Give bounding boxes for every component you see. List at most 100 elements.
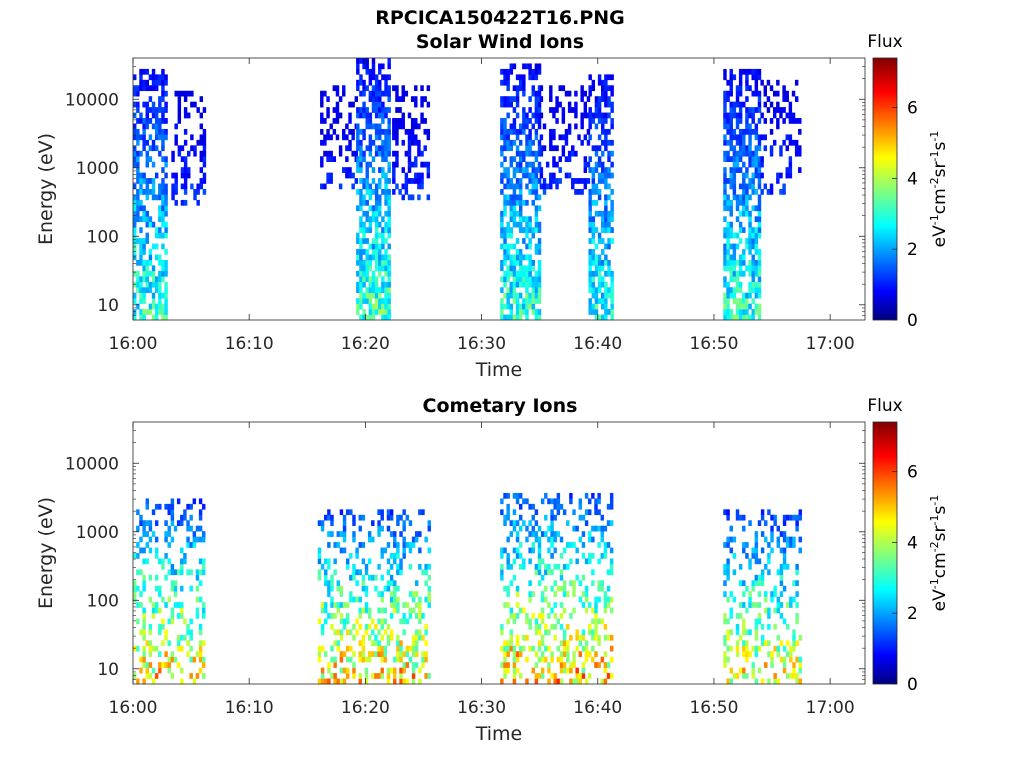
- spectrogram-cell: [387, 221, 391, 228]
- spectrogram-cell: [381, 232, 385, 239]
- spectrogram-cell: [330, 596, 334, 603]
- spectrogram-cell: [518, 563, 523, 570]
- spectrogram-cell: [754, 90, 759, 97]
- spectrogram-cell: [161, 194, 165, 201]
- spectrogram-cell: [729, 536, 733, 543]
- colorbar-tick-label: 4: [907, 533, 918, 553]
- spectrogram-cell: [537, 558, 542, 565]
- spectrogram-cell: [154, 287, 159, 294]
- spectrogram-cell: [512, 85, 517, 92]
- spectrogram-cell: [525, 254, 529, 261]
- spectrogram-cell: [365, 210, 369, 217]
- spectrogram-cell: [352, 634, 356, 641]
- spectrogram-cell: [320, 90, 324, 97]
- spectrogram-cell: [738, 238, 743, 244]
- spectrogram-cell: [133, 150, 137, 157]
- spectrogram-cell: [751, 276, 755, 283]
- spectrogram-cell: [584, 558, 589, 565]
- spectrogram-cell: [581, 591, 586, 597]
- spectrogram-cell: [553, 547, 557, 554]
- spectrogram-cell: [410, 139, 415, 146]
- spectrogram-cell: [512, 172, 517, 179]
- spectrogram-cell: [729, 68, 733, 75]
- spectrogram-cell: [500, 178, 504, 184]
- spectrogram-cell: [525, 618, 529, 625]
- spectrogram-cell: [356, 156, 360, 163]
- spectrogram-cell: [601, 79, 605, 86]
- spectrogram-cell: [732, 101, 737, 108]
- spectrogram-cell: [603, 547, 608, 554]
- spectrogram-cell: [503, 96, 507, 102]
- spectrogram-cell: [578, 503, 583, 510]
- spectrogram-cell: [509, 123, 514, 130]
- spectrogram-cell: [754, 156, 759, 163]
- spectrogram-cell: [597, 287, 602, 294]
- spectrogram-cell: [356, 232, 360, 239]
- spectrogram-cell: [588, 265, 592, 272]
- spectrogram-cell: [580, 118, 584, 124]
- spectrogram-cell: [193, 189, 197, 195]
- spectrogram-cell: [374, 205, 379, 212]
- spectrogram-cell: [426, 167, 431, 173]
- spectrogram-cell: [361, 607, 366, 614]
- spectrogram-cell: [377, 607, 381, 614]
- spectrogram-cell: [515, 536, 520, 543]
- spectrogram-cell: [423, 128, 427, 135]
- spectrogram-cell: [177, 90, 182, 97]
- spectrogram-cell: [189, 618, 193, 625]
- spectrogram-cell: [745, 238, 749, 244]
- spectrogram-cell: [164, 210, 168, 217]
- spectrogram-cell: [770, 514, 774, 521]
- spectrogram-cell: [345, 563, 350, 570]
- spectrogram-cell: [534, 96, 539, 102]
- spectrogram-cell: [509, 634, 514, 641]
- spectrogram-cell: [594, 634, 598, 641]
- spectrogram-cell: [161, 309, 165, 315]
- spectrogram-cell: [395, 134, 399, 141]
- spectrogram-cell: [748, 314, 752, 321]
- spectrogram-cell: [359, 287, 363, 294]
- spectrogram-cell: [738, 194, 743, 201]
- spectrogram-cell: [338, 150, 343, 157]
- spectrogram-cell: [145, 640, 149, 647]
- spectrogram-cell: [161, 640, 165, 647]
- spectrogram-cell: [569, 662, 573, 668]
- spectrogram-cell: [427, 525, 431, 532]
- spectrogram-cell: [581, 662, 586, 668]
- spectrogram-cell: [327, 558, 331, 565]
- spectrogram-cell: [336, 580, 341, 587]
- spectrogram-cell: [512, 276, 517, 283]
- spectrogram-cell: [148, 254, 153, 261]
- spectrogram-cell: [362, 227, 366, 233]
- spectrogram-cell: [738, 199, 743, 206]
- spectrogram-cell: [133, 145, 137, 152]
- spectrogram-cell: [362, 238, 366, 244]
- spectrogram-cell: [377, 629, 381, 636]
- spectrogram-cell: [512, 292, 517, 299]
- spectrogram-cell: [327, 580, 331, 587]
- spectrogram-cell: [549, 139, 553, 146]
- spectrogram-cell: [506, 503, 510, 510]
- spectrogram-cell: [732, 259, 737, 266]
- spectrogram-cell: [356, 309, 360, 315]
- spectrogram-cell: [378, 303, 382, 310]
- spectrogram-cell: [732, 232, 737, 239]
- spectrogram-cell: [396, 607, 400, 614]
- spectrogram-cell: [588, 210, 592, 217]
- spectrogram-cell: [528, 580, 532, 587]
- spectrogram-cell: [742, 259, 746, 266]
- spectrogram-cell: [763, 90, 768, 97]
- spectrogram-cell: [550, 623, 554, 630]
- spectrogram-cell: [528, 145, 532, 152]
- spectrogram-cell: [145, 238, 149, 244]
- spectrogram-cell: [555, 161, 559, 168]
- spectrogram-cell: [760, 569, 765, 576]
- spectrogram-cell: [183, 183, 188, 190]
- spectrogram-cell: [606, 585, 611, 592]
- spectrogram-cell: [136, 150, 140, 157]
- spectrogram-cell: [607, 287, 611, 294]
- spectrogram-cell: [512, 156, 517, 163]
- spectrogram-cell: [767, 509, 771, 516]
- spectrogram-cell: [729, 629, 733, 636]
- spectrogram-cell: [158, 96, 162, 102]
